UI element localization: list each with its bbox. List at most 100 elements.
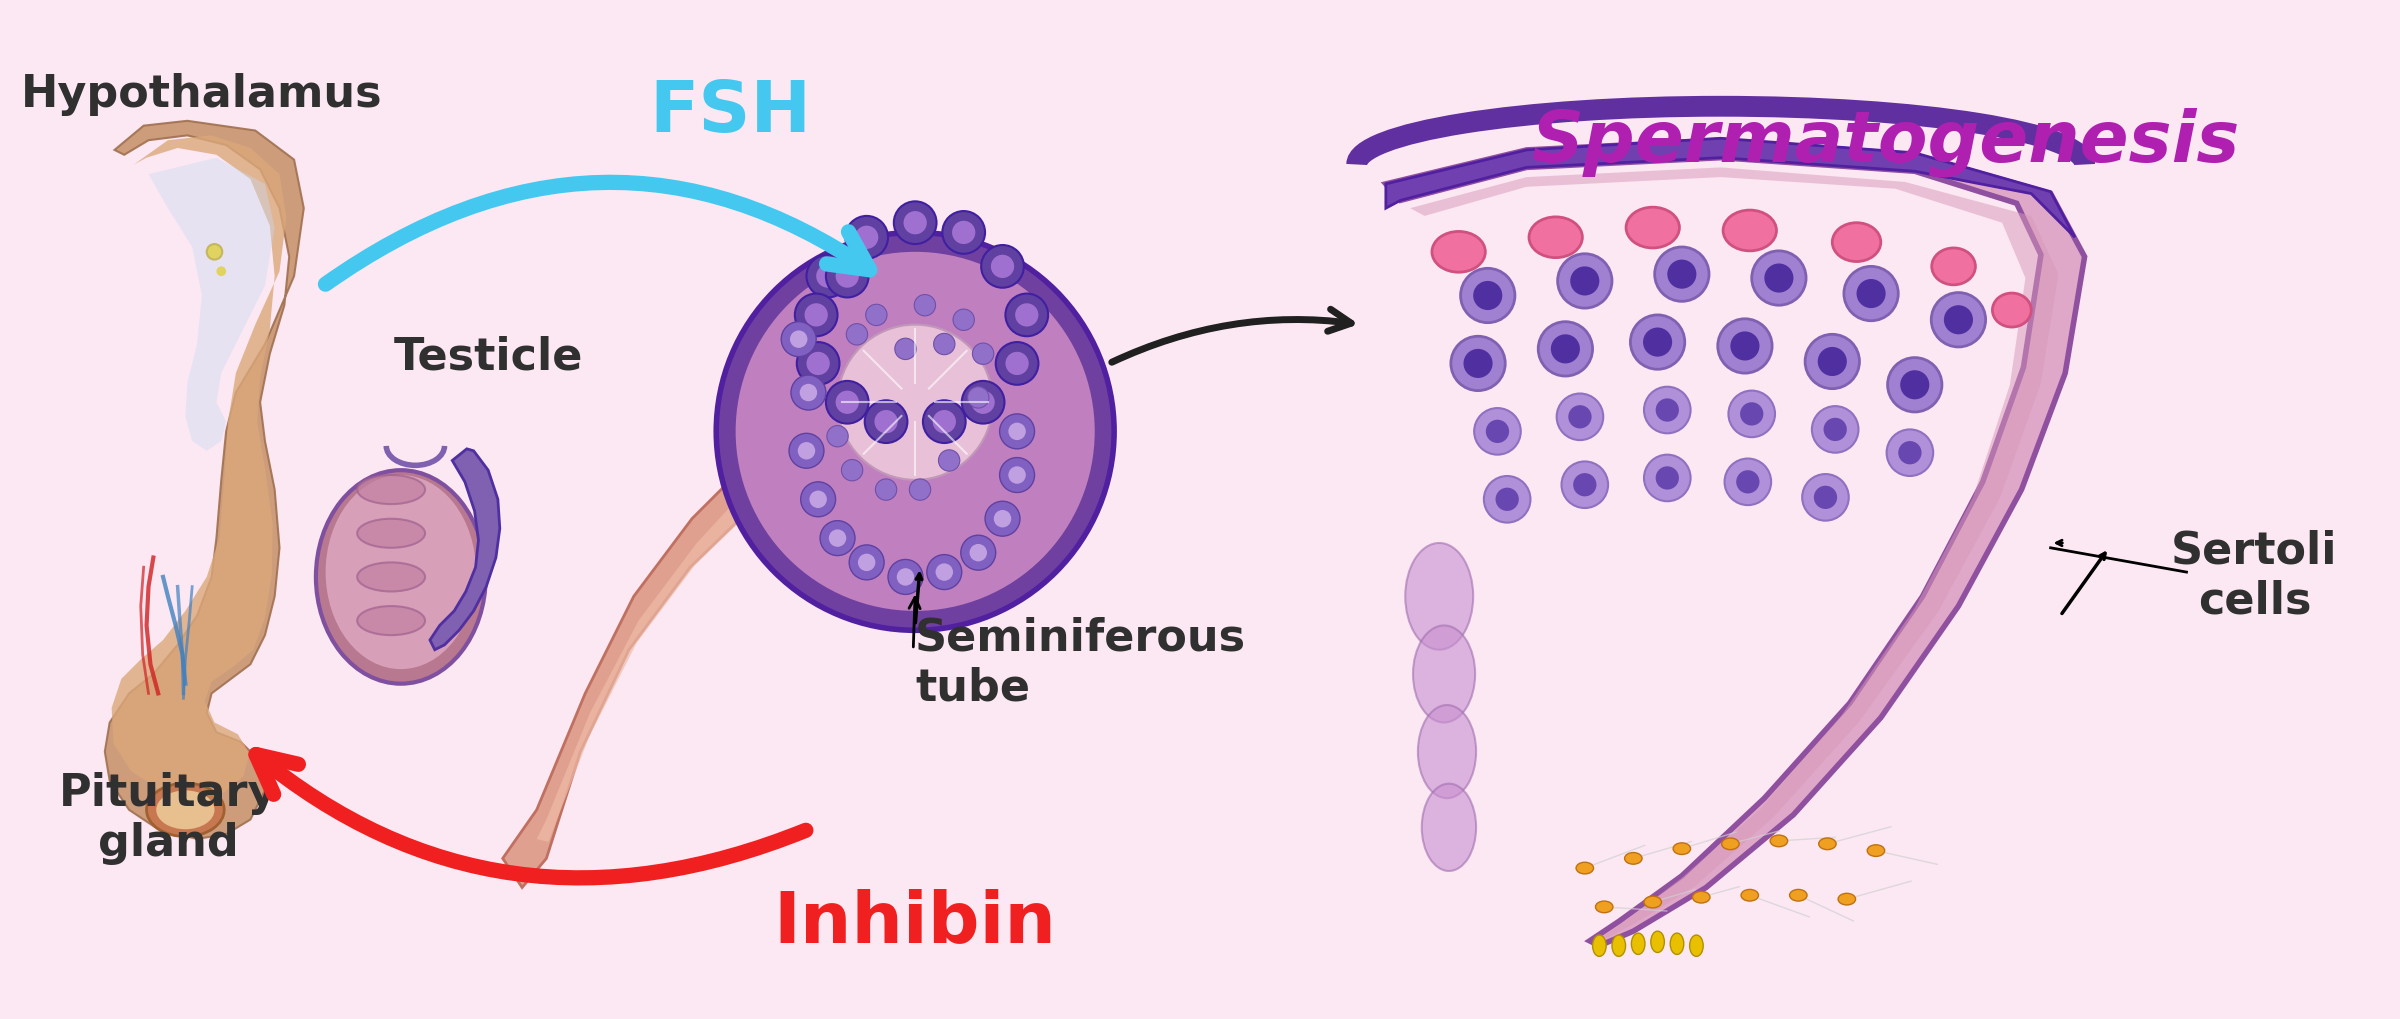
Circle shape xyxy=(1805,335,1860,389)
Circle shape xyxy=(1644,328,1673,358)
Circle shape xyxy=(943,212,984,255)
Circle shape xyxy=(1735,471,1759,494)
Circle shape xyxy=(1486,420,1510,443)
Circle shape xyxy=(1858,280,1886,309)
Circle shape xyxy=(1630,316,1685,370)
Circle shape xyxy=(1898,441,1922,465)
Circle shape xyxy=(797,342,840,385)
Ellipse shape xyxy=(358,562,425,592)
Circle shape xyxy=(984,501,1020,537)
Circle shape xyxy=(1562,462,1608,508)
Circle shape xyxy=(926,555,962,590)
Circle shape xyxy=(782,322,816,358)
Ellipse shape xyxy=(156,791,214,829)
Circle shape xyxy=(1483,477,1531,523)
Ellipse shape xyxy=(146,784,223,837)
Ellipse shape xyxy=(1690,935,1704,957)
Circle shape xyxy=(804,304,828,327)
Circle shape xyxy=(972,343,994,365)
Circle shape xyxy=(1572,474,1596,497)
Circle shape xyxy=(1008,423,1025,440)
Ellipse shape xyxy=(1723,211,1776,252)
Circle shape xyxy=(953,221,974,245)
Ellipse shape xyxy=(1819,839,1836,850)
Circle shape xyxy=(1001,415,1034,449)
Circle shape xyxy=(1812,407,1858,453)
Ellipse shape xyxy=(1577,862,1594,874)
Circle shape xyxy=(1538,322,1594,377)
Ellipse shape xyxy=(1632,933,1644,955)
Circle shape xyxy=(1886,359,1942,413)
Circle shape xyxy=(1558,394,1603,440)
Circle shape xyxy=(847,324,869,345)
Circle shape xyxy=(802,482,835,518)
Ellipse shape xyxy=(1406,543,1474,650)
Polygon shape xyxy=(106,121,305,839)
Circle shape xyxy=(967,387,989,409)
Polygon shape xyxy=(1385,141,2086,946)
Ellipse shape xyxy=(1740,890,1759,901)
Ellipse shape xyxy=(1673,843,1690,855)
Polygon shape xyxy=(502,413,914,888)
Circle shape xyxy=(835,391,859,415)
Circle shape xyxy=(876,480,898,500)
Ellipse shape xyxy=(1992,293,2030,328)
Circle shape xyxy=(1817,347,1848,377)
Ellipse shape xyxy=(1831,223,1882,262)
Circle shape xyxy=(1764,264,1793,293)
Ellipse shape xyxy=(1670,933,1685,955)
Circle shape xyxy=(1726,460,1771,505)
Ellipse shape xyxy=(1625,853,1642,864)
Circle shape xyxy=(866,305,888,326)
Circle shape xyxy=(1644,455,1690,501)
Circle shape xyxy=(888,559,924,595)
Ellipse shape xyxy=(1651,931,1663,953)
Circle shape xyxy=(1728,391,1776,438)
Ellipse shape xyxy=(1867,845,1884,857)
Circle shape xyxy=(809,491,828,508)
Circle shape xyxy=(938,450,960,472)
Circle shape xyxy=(206,245,223,260)
Ellipse shape xyxy=(1627,208,1680,249)
Circle shape xyxy=(792,376,826,411)
Circle shape xyxy=(1452,337,1505,391)
Ellipse shape xyxy=(1932,249,1975,285)
Circle shape xyxy=(797,442,816,460)
Circle shape xyxy=(826,381,869,424)
Ellipse shape xyxy=(317,471,485,684)
Circle shape xyxy=(962,381,1006,424)
Polygon shape xyxy=(538,437,895,842)
Circle shape xyxy=(936,564,953,581)
Circle shape xyxy=(1802,475,1848,521)
Circle shape xyxy=(1944,306,1973,335)
Circle shape xyxy=(953,310,974,331)
Circle shape xyxy=(994,511,1010,528)
Circle shape xyxy=(1718,320,1771,374)
Ellipse shape xyxy=(1594,935,1606,957)
Ellipse shape xyxy=(1721,839,1740,850)
Circle shape xyxy=(924,400,965,443)
Circle shape xyxy=(845,217,888,260)
Circle shape xyxy=(914,296,936,317)
Circle shape xyxy=(854,226,878,250)
Ellipse shape xyxy=(1838,894,1855,905)
Circle shape xyxy=(934,411,955,434)
Circle shape xyxy=(216,267,226,277)
Polygon shape xyxy=(113,137,286,799)
Polygon shape xyxy=(430,449,499,650)
Circle shape xyxy=(1843,267,1898,321)
Circle shape xyxy=(1006,353,1030,376)
Circle shape xyxy=(1752,252,1807,306)
Circle shape xyxy=(1474,409,1522,455)
Circle shape xyxy=(1654,248,1709,302)
Circle shape xyxy=(1567,406,1591,429)
Circle shape xyxy=(826,256,869,299)
Ellipse shape xyxy=(1613,935,1625,957)
Circle shape xyxy=(828,426,847,447)
Circle shape xyxy=(1001,459,1034,493)
Circle shape xyxy=(996,342,1039,385)
Text: Sertoli
cells: Sertoli cells xyxy=(2172,529,2338,622)
Circle shape xyxy=(960,536,996,571)
Circle shape xyxy=(790,331,806,348)
Circle shape xyxy=(794,294,838,337)
